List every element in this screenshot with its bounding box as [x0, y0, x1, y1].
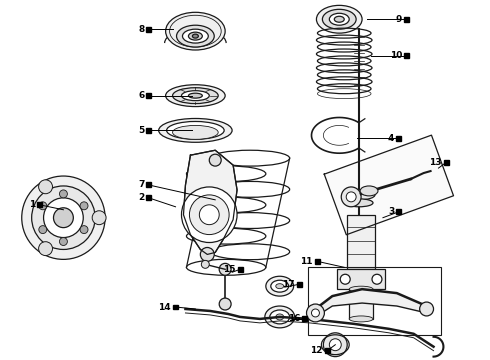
- Circle shape: [80, 226, 88, 234]
- Text: 8: 8: [138, 25, 144, 34]
- Bar: [349, 289, 373, 319]
- Ellipse shape: [360, 186, 378, 196]
- Text: 9: 9: [396, 15, 402, 24]
- Circle shape: [372, 274, 382, 284]
- Bar: [147, 93, 151, 98]
- Bar: [147, 183, 151, 188]
- Bar: [404, 17, 409, 22]
- Text: 3: 3: [388, 207, 394, 216]
- Bar: [147, 195, 151, 201]
- Bar: [297, 282, 302, 287]
- Polygon shape: [183, 150, 237, 255]
- Circle shape: [329, 339, 341, 351]
- Text: 12: 12: [310, 346, 323, 355]
- Circle shape: [312, 309, 319, 317]
- Circle shape: [419, 302, 434, 316]
- Bar: [396, 136, 401, 141]
- Text: 17: 17: [283, 280, 295, 289]
- Ellipse shape: [182, 29, 208, 43]
- Text: 7: 7: [138, 180, 144, 189]
- Text: 15: 15: [223, 265, 236, 274]
- Bar: [173, 305, 178, 310]
- Bar: [308, 267, 441, 335]
- Ellipse shape: [266, 276, 294, 296]
- Circle shape: [59, 238, 68, 246]
- Bar: [37, 202, 42, 207]
- Polygon shape: [324, 135, 454, 235]
- Ellipse shape: [349, 286, 373, 292]
- Circle shape: [39, 202, 47, 210]
- Ellipse shape: [166, 85, 225, 107]
- Circle shape: [341, 187, 361, 207]
- Bar: [315, 259, 320, 264]
- Bar: [325, 348, 330, 353]
- Ellipse shape: [176, 25, 214, 47]
- Circle shape: [92, 211, 106, 225]
- Ellipse shape: [181, 91, 209, 100]
- Bar: [147, 27, 151, 32]
- Circle shape: [346, 192, 356, 202]
- Ellipse shape: [166, 12, 225, 50]
- Ellipse shape: [343, 190, 375, 200]
- Ellipse shape: [189, 32, 202, 40]
- Bar: [337, 269, 385, 289]
- Ellipse shape: [172, 125, 218, 139]
- Text: 2: 2: [138, 193, 144, 202]
- Circle shape: [39, 242, 52, 256]
- Ellipse shape: [322, 9, 356, 29]
- Circle shape: [39, 226, 47, 234]
- Ellipse shape: [276, 284, 284, 289]
- Circle shape: [190, 195, 229, 235]
- Circle shape: [209, 154, 221, 166]
- Polygon shape: [316, 289, 427, 317]
- Circle shape: [59, 190, 68, 198]
- Text: 16: 16: [288, 314, 300, 323]
- Ellipse shape: [329, 13, 349, 25]
- Text: 13: 13: [429, 158, 442, 167]
- Ellipse shape: [167, 121, 224, 139]
- Bar: [302, 316, 307, 321]
- Text: 4: 4: [388, 134, 394, 143]
- Text: 10: 10: [390, 51, 402, 60]
- Ellipse shape: [334, 16, 344, 22]
- Bar: [404, 54, 409, 58]
- Bar: [147, 128, 151, 133]
- Bar: [347, 215, 375, 269]
- Ellipse shape: [317, 5, 362, 33]
- Circle shape: [44, 198, 83, 238]
- Bar: [396, 209, 401, 214]
- Text: 14: 14: [158, 302, 171, 311]
- Bar: [444, 159, 449, 165]
- Circle shape: [32, 186, 95, 249]
- Text: 5: 5: [138, 126, 144, 135]
- Circle shape: [22, 176, 105, 260]
- Circle shape: [53, 208, 74, 228]
- Circle shape: [80, 202, 88, 210]
- Circle shape: [181, 187, 237, 243]
- Ellipse shape: [189, 93, 202, 98]
- Circle shape: [219, 264, 231, 275]
- Circle shape: [340, 274, 350, 284]
- Ellipse shape: [159, 118, 232, 142]
- Ellipse shape: [271, 280, 289, 292]
- Bar: [238, 267, 243, 272]
- Ellipse shape: [172, 88, 218, 104]
- Ellipse shape: [265, 306, 294, 328]
- Ellipse shape: [193, 34, 198, 38]
- Circle shape: [307, 304, 324, 322]
- Circle shape: [200, 247, 214, 261]
- Circle shape: [199, 205, 219, 225]
- Ellipse shape: [349, 316, 373, 322]
- Circle shape: [201, 260, 209, 268]
- Text: 6: 6: [138, 91, 144, 100]
- Circle shape: [39, 180, 52, 194]
- Text: 11: 11: [300, 257, 313, 266]
- Ellipse shape: [270, 310, 290, 324]
- Circle shape: [219, 298, 231, 310]
- Ellipse shape: [276, 314, 284, 320]
- Ellipse shape: [345, 199, 373, 207]
- Text: 1: 1: [29, 200, 35, 209]
- Circle shape: [323, 333, 347, 357]
